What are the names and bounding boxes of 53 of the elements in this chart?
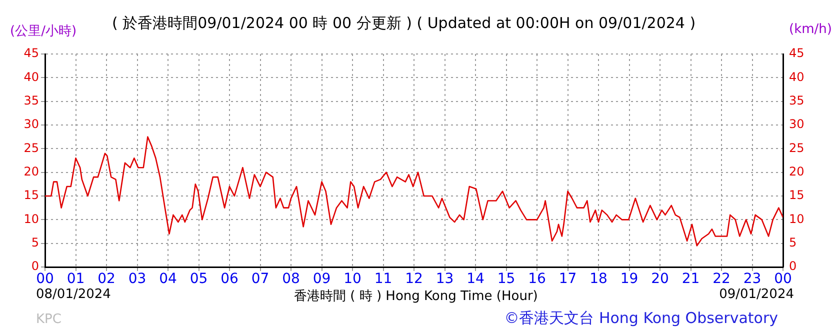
x-tick-label: 01 xyxy=(66,271,85,288)
y2-tick-label: 25 xyxy=(789,140,804,155)
y2-tick-label: 5 xyxy=(789,235,797,250)
y2-tick-label: 10 xyxy=(789,212,804,226)
y-tick-label: 10 xyxy=(24,212,39,226)
x-tick-label: 10 xyxy=(344,271,362,288)
x-tick-label: 08 xyxy=(282,271,300,288)
x-tick-label: 07 xyxy=(251,271,270,288)
y-tick-label: 35 xyxy=(24,93,39,108)
x-tick-label: 03 xyxy=(128,271,146,288)
y-tick-label: 20 xyxy=(24,164,39,178)
y2-tick-label: 45 xyxy=(789,46,804,60)
x-tick-label: 23 xyxy=(743,271,762,288)
x-tick-label: 09 xyxy=(312,271,331,288)
text: KPC xyxy=(36,312,62,327)
y-tick-label: 5 xyxy=(31,235,39,250)
y-axis-title: (公里/小時) xyxy=(10,23,77,40)
x-tick-label: 20 xyxy=(651,271,669,288)
x-tick-label: 19 xyxy=(620,271,638,288)
x-tick-label: 00 xyxy=(774,271,792,288)
x-tick-label: 16 xyxy=(528,271,546,288)
x-tick-label: 11 xyxy=(374,271,392,288)
y2-tick-label: 20 xyxy=(789,164,804,178)
y2-tick-label: 40 xyxy=(789,70,804,84)
x-tick-label: 21 xyxy=(682,271,700,288)
x-tick-label: 13 xyxy=(436,271,454,288)
x-tick-label: 00 xyxy=(36,271,54,288)
x-tick-label: 15 xyxy=(497,271,516,288)
y2-tick-label: 15 xyxy=(789,188,804,202)
y-tick-label: 30 xyxy=(24,117,39,132)
y2-tick-label: 0 xyxy=(789,259,797,274)
y-tick-label: 25 xyxy=(24,140,39,155)
x-tick-label: 05 xyxy=(190,271,208,288)
y-tick-label: 45 xyxy=(24,46,39,60)
x-axis-title: 香港時間 ( 時 ) Hong Kong Time (Hour) xyxy=(294,288,538,305)
x-tick-label: 18 xyxy=(590,271,608,288)
y-tick-label: 0 xyxy=(31,259,39,274)
x-tick-label: 06 xyxy=(220,271,238,288)
y2-tick-label: 30 xyxy=(789,117,804,132)
y2-axis-title: (km/h) xyxy=(789,22,832,37)
y-tick-label: 15 xyxy=(24,188,39,202)
text: 08/01/2024 xyxy=(36,287,111,302)
x-tick-label: 04 xyxy=(159,271,177,288)
x-tick-label: 02 xyxy=(98,271,116,288)
y2-tick-label: 35 xyxy=(789,93,804,108)
x-tick-label: 22 xyxy=(712,271,730,288)
chart-title: ( 於香港時間09/01/2024 00 時 00 分更新 ) ( Updated at 00:00H on 09/01/2024 ) xyxy=(112,14,696,33)
x-tick-label: 17 xyxy=(558,271,577,288)
y-tick-label: 40 xyxy=(24,70,39,84)
x-tick-label: 14 xyxy=(466,271,484,288)
text: ©香港天文台 Hong Kong Observatory xyxy=(504,309,778,328)
text: 09/01/2024 xyxy=(719,287,794,302)
x-tick-label: 12 xyxy=(405,271,423,288)
